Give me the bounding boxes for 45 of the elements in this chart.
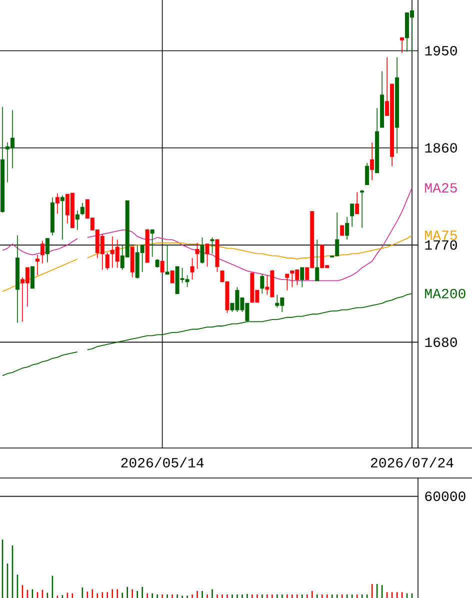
candlestick <box>0 106 4 214</box>
candlestick <box>55 192 60 214</box>
candlestick <box>130 246 134 278</box>
candlestick <box>45 238 50 263</box>
candlestick <box>400 37 404 54</box>
candlestick <box>30 266 34 289</box>
candlestick <box>370 142 374 181</box>
candlestick <box>340 225 344 236</box>
candlestick <box>360 190 364 228</box>
candlestick <box>155 258 160 268</box>
y-tick-label: 1770 <box>425 240 457 250</box>
candlestick <box>50 197 54 236</box>
candlestick <box>35 254 40 276</box>
series-label: MA200 <box>425 288 466 298</box>
candlestick <box>365 162 370 185</box>
candlestick <box>350 204 354 228</box>
candlestick <box>170 270 174 284</box>
candlestick <box>40 240 44 264</box>
candlestick <box>15 234 20 324</box>
candlestick <box>205 244 210 268</box>
text: 60000 <box>425 492 466 502</box>
candlestick <box>395 56 400 154</box>
candlestick <box>105 252 110 270</box>
candlestick <box>260 274 264 294</box>
candlestick <box>315 239 320 282</box>
candlestick <box>60 194 64 240</box>
candlestick <box>345 216 350 240</box>
candlestick <box>215 239 220 272</box>
candlestick <box>375 108 380 174</box>
series-label: MA75 <box>425 230 457 240</box>
candlestick <box>80 202 84 216</box>
candlestick <box>145 228 150 263</box>
candlestick <box>380 70 384 128</box>
y-tick-label: 1680 <box>425 337 457 347</box>
y-tick-label: 1950 <box>425 46 457 56</box>
y-tick-label: 1860 <box>425 143 457 153</box>
series-label: MA25 <box>425 183 457 193</box>
x-tick-label: 2026/07/24 <box>370 457 454 468</box>
candlestick <box>75 210 80 230</box>
candlestick <box>355 192 360 214</box>
candlestick <box>160 260 164 272</box>
candlestick <box>190 258 194 280</box>
candlestick <box>200 237 204 264</box>
x-tick-label: 2026/05/14 <box>121 457 204 468</box>
candlestick <box>300 267 304 288</box>
